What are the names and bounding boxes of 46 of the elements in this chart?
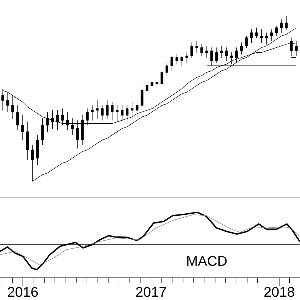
candlestick xyxy=(170,56,174,72)
candlestick xyxy=(250,29,254,44)
candlestick xyxy=(196,41,198,54)
x-tick-label: 2017 xyxy=(136,287,166,298)
candlestick xyxy=(22,115,24,140)
candlestick xyxy=(126,105,129,121)
candlestick xyxy=(216,48,218,63)
candlestick xyxy=(140,86,144,110)
candlestick xyxy=(6,92,10,112)
candlestick xyxy=(206,46,208,58)
candlestick xyxy=(200,44,204,56)
candlestick xyxy=(96,100,99,120)
candlestick xyxy=(240,42,244,55)
candlestick xyxy=(255,28,258,38)
candlestick xyxy=(136,102,139,120)
candlestick xyxy=(180,56,184,66)
candlestick xyxy=(146,82,149,93)
candlestick xyxy=(16,105,20,131)
candlestick xyxy=(121,105,124,121)
candlestick xyxy=(130,102,134,120)
candlestick xyxy=(245,36,248,48)
candlestick xyxy=(160,70,164,86)
annotation: MACD xyxy=(188,256,227,266)
candlestick xyxy=(91,105,94,121)
candlestick xyxy=(260,29,264,44)
candlestick xyxy=(220,46,224,58)
candlestick xyxy=(150,78,154,92)
candlestick xyxy=(285,16,288,30)
candlestick xyxy=(111,102,114,121)
candlestick xyxy=(280,20,283,34)
candlestick xyxy=(101,105,104,121)
candlestick xyxy=(190,42,194,58)
candlestick xyxy=(26,122,30,160)
candlestick xyxy=(36,135,40,166)
candlestick xyxy=(12,95,14,120)
x-tick-label: 2018 xyxy=(264,287,294,298)
candlestick xyxy=(265,32,268,45)
candlestick xyxy=(235,48,238,63)
candlestick xyxy=(106,100,109,120)
candlestick xyxy=(156,78,159,90)
candlestick xyxy=(176,54,178,65)
candlestick xyxy=(166,62,169,76)
candlestick xyxy=(186,52,188,63)
x-tick-label: 2016 xyxy=(8,287,38,298)
candlestick xyxy=(226,48,228,62)
candlestick xyxy=(275,26,278,37)
